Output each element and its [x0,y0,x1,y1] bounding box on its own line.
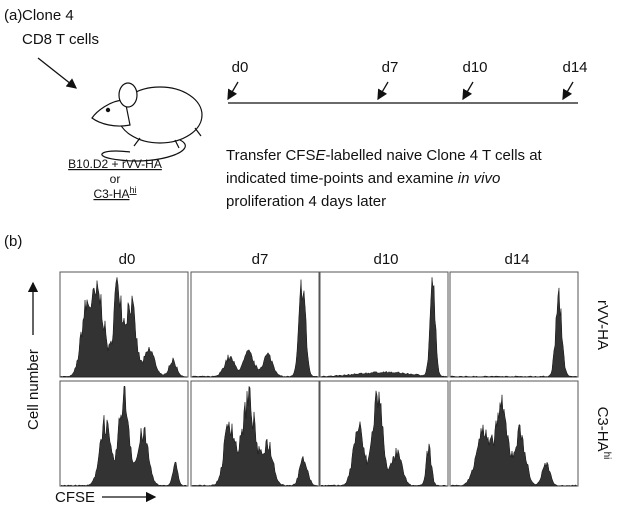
panel-label: (a) [4,7,22,24]
panel-label: (b) [4,233,22,250]
model-label: or [110,172,121,186]
arrow [37,57,78,89]
timepoint-label: d7 [382,59,399,76]
arrow [562,81,574,101]
text: C3-HA [594,407,611,452]
mouse-label: Clone 4 [22,7,74,24]
histogram [60,277,187,378]
model-label: C3-HAhi [93,185,136,201]
model-label: B10.D2 + rVV-HA [68,157,162,171]
superscript: hi [130,185,137,195]
description: indicated time-points and examine in viv… [226,170,500,187]
column-label: d10 [373,251,398,268]
arrow [377,81,389,101]
y-label: Cell number [25,349,42,430]
histogram [191,279,319,378]
timepoint-label: d10 [462,59,487,76]
column-label: d0 [119,251,136,268]
text: in vivo [458,170,501,187]
superscript: hi [601,452,612,460]
text: Transfer CFS [226,147,315,164]
mouse [91,82,203,162]
column-label: d7 [252,251,269,268]
column-label: d14 [504,251,529,268]
histogram [320,277,448,378]
histogram [450,287,578,378]
histogram [191,385,319,487]
text: indicated time-points and examine [226,170,458,187]
x-label: CFSE [55,489,95,506]
row-label: C3-HAhi [594,407,612,460]
histogram [450,394,578,487]
row-label: rVV-HA [594,300,611,350]
text: -labelled naive Clone 4 T cells at [325,147,542,164]
arrow [227,81,239,101]
timepoint-label: d0 [232,59,249,76]
mouse-label: CD8 T cells [22,31,99,48]
histogram [320,390,448,487]
model-label: C3-HA [93,187,129,201]
timepoint-label: d14 [562,59,587,76]
arrow [462,81,474,101]
text: E [315,147,326,164]
histogram [60,386,188,487]
description: proliferation 4 days later [226,193,386,210]
description: Transfer CFSE-labelled naive Clone 4 T c… [226,147,543,164]
